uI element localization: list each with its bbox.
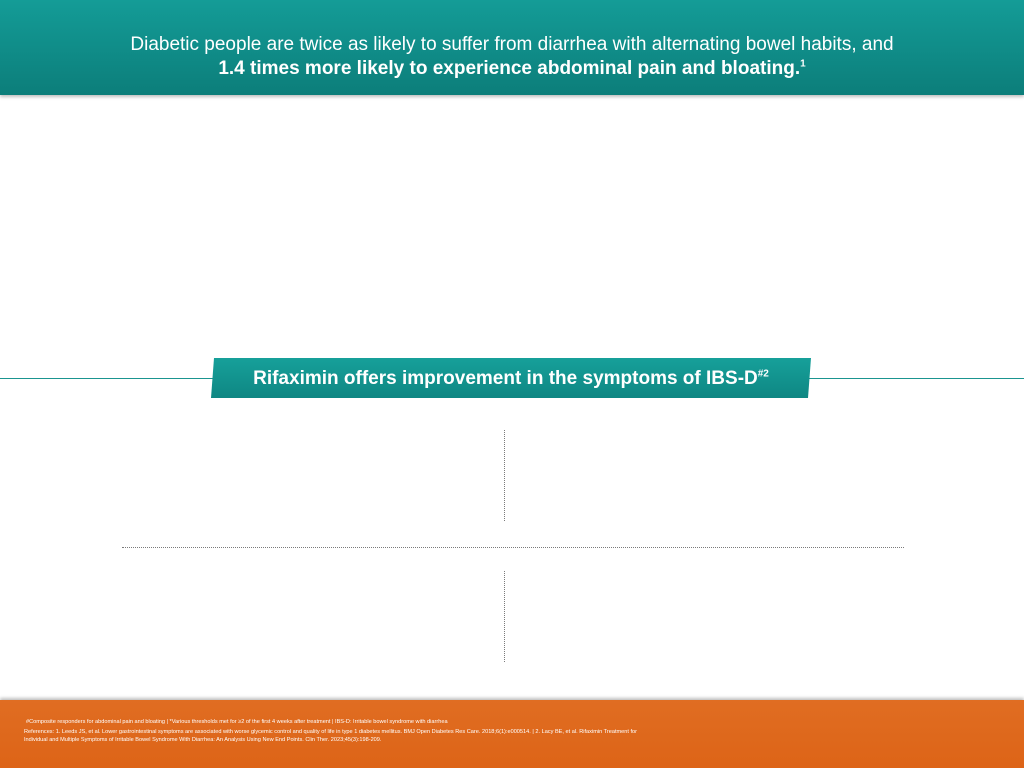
footer-band: #Composite responders for abdominal pain… bbox=[0, 700, 1024, 768]
section-banner-title: Rifaximin offers improvement in the symp… bbox=[211, 367, 811, 391]
section-banner-citation: #2 bbox=[757, 368, 769, 380]
header-line-1: Diabetic people are twice as likely to s… bbox=[130, 34, 894, 55]
section-banner-text: Rifaximin offers improvement in the symp… bbox=[253, 368, 758, 389]
banner-rule-right bbox=[800, 378, 1024, 379]
footnote: #Composite responders for abdominal pain… bbox=[26, 719, 448, 725]
divider-vertical-bottom bbox=[504, 571, 505, 662]
header-line-2-text: 1.4 times more likely to experience abdo… bbox=[218, 58, 801, 79]
section-banner: Rifaximin offers improvement in the symp… bbox=[211, 358, 811, 398]
divider-horizontal bbox=[122, 547, 904, 548]
references: References: 1. Leeds JS, et al. Lower ga… bbox=[24, 728, 1004, 744]
header-line-2: 1.4 times more likely to experience abdo… bbox=[0, 57, 1024, 81]
divider-vertical-top bbox=[504, 430, 505, 521]
header-band: Diabetic people are twice as likely to s… bbox=[0, 0, 1024, 95]
references-line-2: Individual and Multiple Symptoms of Irri… bbox=[24, 737, 382, 743]
references-line-1: References: 1. Leeds JS, et al. Lower ga… bbox=[24, 729, 638, 735]
banner-rule-left bbox=[0, 378, 222, 379]
header-citation: 1 bbox=[800, 58, 806, 70]
